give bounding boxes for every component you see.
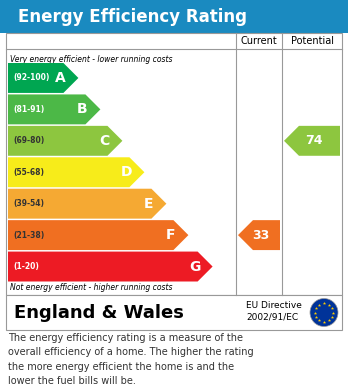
Text: The energy efficiency rating is a measure of the
overall efficiency of a home. T: The energy efficiency rating is a measur… [8, 333, 254, 386]
Text: E: E [144, 197, 153, 211]
Polygon shape [8, 220, 188, 250]
Text: A: A [55, 71, 66, 85]
Polygon shape [284, 126, 340, 156]
Text: (92-100): (92-100) [13, 74, 49, 83]
Polygon shape [8, 126, 122, 156]
Polygon shape [8, 189, 166, 219]
Text: B: B [77, 102, 88, 117]
Text: Current: Current [240, 36, 277, 46]
Text: Energy Efficiency Rating: Energy Efficiency Rating [18, 7, 247, 25]
Bar [0, 0, 348, 33]
Text: (81-91): (81-91) [13, 105, 44, 114]
Text: C: C [99, 134, 110, 148]
Text: D: D [121, 165, 132, 179]
Bar [6, 295, 342, 330]
Text: (21-38): (21-38) [13, 231, 44, 240]
Text: England & Wales: England & Wales [14, 303, 184, 321]
Polygon shape [8, 63, 78, 93]
Text: Potential: Potential [291, 36, 333, 46]
Text: 2002/91/EC: 2002/91/EC [246, 312, 298, 321]
Text: Very energy efficient - lower running costs: Very energy efficient - lower running co… [10, 55, 173, 64]
Bar [6, 33, 342, 295]
Text: EU Directive: EU Directive [246, 301, 302, 310]
Text: 74: 74 [305, 135, 323, 147]
Polygon shape [8, 157, 144, 187]
Text: Not energy efficient - higher running costs: Not energy efficient - higher running co… [10, 283, 173, 292]
Circle shape [310, 298, 338, 326]
Polygon shape [8, 95, 101, 124]
Text: G: G [189, 260, 200, 274]
Text: 33: 33 [252, 229, 270, 242]
Polygon shape [8, 251, 213, 282]
Text: (55-68): (55-68) [13, 168, 44, 177]
Text: (69-80): (69-80) [13, 136, 44, 145]
Text: (39-54): (39-54) [13, 199, 44, 208]
Polygon shape [238, 220, 280, 250]
Text: F: F [166, 228, 175, 242]
Text: (1-20): (1-20) [13, 262, 39, 271]
